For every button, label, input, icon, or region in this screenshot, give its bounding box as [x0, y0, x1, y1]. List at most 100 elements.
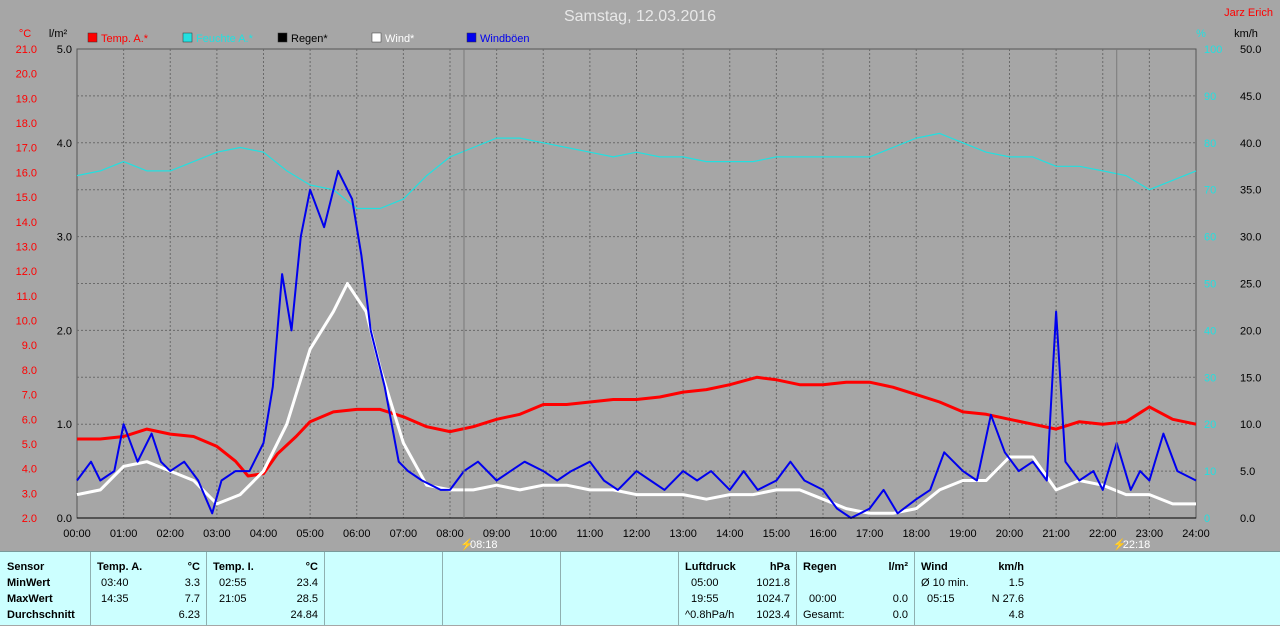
x-tick-label: 14:00 [716, 528, 744, 540]
wind-tick-label: 50.0 [1240, 44, 1261, 56]
rain-tick-label: 2.0 [57, 325, 72, 337]
author-label: Jarz Erich [1224, 7, 1273, 19]
rain-total-label: Gesamt: [803, 609, 845, 621]
temp-tick-label: 15.0 [16, 192, 37, 204]
temp-tick-label: 11.0 [16, 291, 37, 303]
humidity-tick-label: 60 [1204, 232, 1216, 244]
rain-unit: l/m² [888, 561, 908, 573]
row-label-min: MinWert [7, 577, 51, 589]
legend-swatch [466, 32, 477, 43]
temp-i-max-value: 28.5 [296, 593, 318, 605]
legend-label: Windböen [480, 33, 530, 45]
x-tick-label: 21:00 [1042, 528, 1070, 540]
rain-tick-label: 1.0 [57, 419, 72, 431]
wind-tick-label: 5.0 [1240, 466, 1255, 478]
legend-swatch [277, 32, 288, 43]
temp-tick-label: 8.0 [22, 365, 37, 377]
temp-a-unit: °C [187, 561, 200, 573]
temp-a-min-time: 03:40 [101, 577, 129, 589]
wind-tick-label: 10.0 [1240, 419, 1261, 431]
legend-swatch [371, 32, 382, 43]
temp-tick-label: 10.0 [16, 316, 37, 328]
marker-label: 08:18 [470, 539, 498, 551]
wind-tick-label: 35.0 [1240, 185, 1261, 197]
temp-tick-label: 6.0 [22, 414, 37, 426]
temp-a-max-value: 7.7 [184, 593, 200, 605]
stats-temp-i-col: Temp. I. °C 02:55 23.4 21:05 28.5 24.84 [206, 552, 324, 626]
rain-tick-label: 5.0 [57, 44, 72, 56]
wind-unit: km/h [998, 561, 1024, 573]
temp-a-min-value: 3.3 [184, 577, 200, 589]
legend-label: Regen* [291, 33, 328, 45]
wind-header: Wind [921, 561, 948, 573]
legend-swatch [182, 32, 193, 43]
pressure-max-value: 1024.7 [756, 593, 790, 605]
wind-tick-label: 15.0 [1240, 372, 1261, 384]
x-tick-label: 02:00 [156, 528, 184, 540]
temp-tick-label: 13.0 [16, 241, 37, 253]
humidity-axis-unit: % [1196, 28, 1206, 40]
x-tick-label: 04:00 [250, 528, 278, 540]
x-tick-label: 22:00 [1089, 528, 1117, 540]
humidity-tick-label: 10 [1204, 466, 1216, 478]
x-tick-label: 07:00 [390, 528, 418, 540]
temp-tick-label: 9.0 [22, 340, 37, 352]
marker-icon: ⚡ [460, 538, 474, 551]
wind-tick-label: 20.0 [1240, 325, 1261, 337]
wind-avg-value: 4.8 [1008, 609, 1024, 621]
humidity-tick-label: 80 [1204, 138, 1216, 150]
temp-a-avg-value: 6.23 [178, 609, 200, 621]
wind-max-value: N 27.6 [991, 593, 1024, 605]
series-line [77, 375, 1197, 478]
pressure-header: Luftdruck [685, 561, 736, 573]
marker-icon: ⚡ [1113, 538, 1127, 551]
rain-tick-label: 4.0 [57, 138, 72, 150]
temp-tick-label: 14.0 [16, 217, 37, 229]
temp-i-avg-value: 24.84 [290, 609, 318, 621]
x-tick-label: 23:00 [1136, 528, 1164, 540]
wind-avg10-value: 1.5 [1008, 577, 1024, 589]
x-tick-label: 10:00 [529, 528, 557, 540]
temp-tick-label: 17.0 [16, 143, 37, 155]
stats-rain-col: Regen l/m² 00:00 0.0 Gesamt: 0.0 [796, 552, 914, 626]
row-label-max: MaxWert [7, 593, 53, 605]
legend-label: Feuchte A.* [196, 33, 254, 45]
temp-i-min-value: 23.4 [296, 577, 318, 589]
pressure-max-time: 19:55 [691, 593, 719, 605]
pressure-trend: ^0.8hPa/h [685, 609, 735, 621]
rain-header: Regen [803, 561, 837, 573]
wind-tick-label: 40.0 [1240, 138, 1261, 150]
pressure-unit: hPa [769, 561, 790, 573]
row-label-avg: Durchschnitt [7, 609, 75, 621]
temp-axis-unit: °C [19, 28, 31, 40]
x-tick-label: 03:00 [203, 528, 231, 540]
wind-max-time: 05:15 [927, 593, 955, 605]
x-tick-label: 01:00 [110, 528, 138, 540]
humidity-tick-label: 20 [1204, 419, 1216, 431]
x-tick-label: 19:00 [949, 528, 977, 540]
legend-label: Wind* [385, 33, 415, 45]
humidity-tick-label: 50 [1204, 279, 1216, 291]
rain-time: 00:00 [809, 593, 837, 605]
wind-tick-label: 0.0 [1240, 513, 1255, 525]
x-tick-label: 09:00 [483, 528, 511, 540]
temp-i-unit: °C [305, 561, 318, 573]
temp-a-max-time: 14:35 [101, 593, 129, 605]
stats-pressure-col: Luftdruck hPa 05:00 1021.8 19:55 1024.7 … [678, 552, 796, 626]
temp-tick-label: 2.0 [22, 513, 37, 525]
stats-temp-a-col: Temp. A. °C 03:40 3.3 14:35 7.7 6.23 [90, 552, 206, 626]
x-tick-label: 18:00 [902, 528, 930, 540]
wind-tick-label: 30.0 [1240, 232, 1261, 244]
x-tick-label: 06:00 [343, 528, 371, 540]
temp-tick-label: 5.0 [22, 439, 37, 451]
temp-i-header: Temp. I. [213, 561, 254, 573]
x-tick-label: 12:00 [623, 528, 651, 540]
stats-empty-col-2 [442, 552, 560, 626]
chart-title: Samstag, 12.03.2016 [564, 8, 716, 25]
humidity-tick-label: 100 [1204, 44, 1222, 56]
humidity-tick-label: 40 [1204, 325, 1216, 337]
wind-tick-label: 45.0 [1240, 91, 1261, 103]
humidity-tick-label: 30 [1204, 372, 1216, 384]
temp-tick-label: 19.0 [16, 93, 37, 105]
x-tick-label: 16:00 [809, 528, 837, 540]
